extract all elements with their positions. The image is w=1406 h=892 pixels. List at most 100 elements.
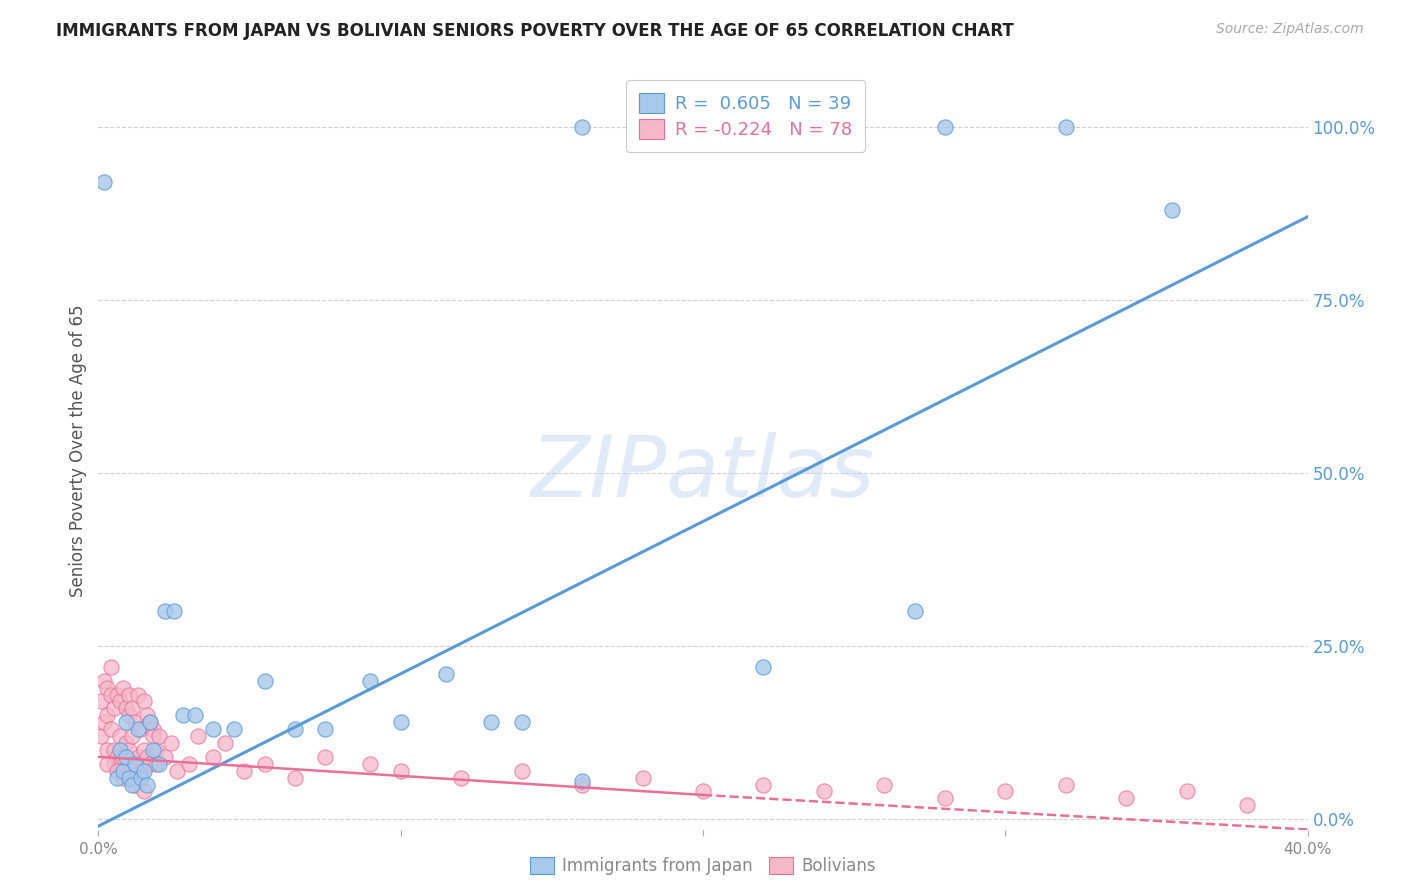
Point (692, 120, 714, 134)
Text: Source: ZipAtlas.com: Source: ZipAtlas.com (1216, 22, 1364, 37)
Point (148, 756, 170, 771)
Point (103, 701, 125, 715)
Point (114, 701, 136, 715)
Point (124, 756, 146, 771)
Point (132, 764, 155, 778)
Point (253, 756, 276, 771)
Legend: R =  0.605   N = 39, R = -0.224   N = 78: R = 0.605 N = 39, R = -0.224 N = 78 (626, 80, 865, 152)
Point (166, 764, 188, 778)
Point (873, 778, 896, 792)
Point (118, 771, 141, 785)
Point (314, 722, 336, 736)
Point (129, 764, 152, 778)
Point (1054, 778, 1077, 792)
Point (139, 715, 162, 730)
Point (114, 736, 136, 750)
Point (1160, 202, 1182, 217)
Point (118, 688, 141, 702)
Point (96, 681, 118, 695)
Point (184, 708, 207, 723)
Point (108, 694, 131, 708)
Point (105, 749, 128, 764)
Point (111, 681, 134, 695)
Point (904, 604, 927, 618)
Point (129, 722, 152, 736)
Y-axis label: Seniors Poverty Over the Age of 65: Seniors Poverty Over the Age of 65 (69, 304, 87, 597)
Point (571, 120, 593, 134)
Point (114, 749, 136, 764)
Point (163, 604, 186, 618)
Point (132, 743, 155, 757)
Point (202, 722, 225, 736)
Point (127, 688, 149, 702)
Point (90, 694, 112, 708)
Point (481, 715, 503, 730)
Point (127, 722, 149, 736)
Point (96, 743, 118, 757)
Point (232, 764, 254, 778)
Point (172, 708, 194, 723)
Point (139, 756, 162, 771)
Point (994, 784, 1017, 798)
Point (1175, 784, 1198, 798)
Point (118, 743, 141, 757)
Point (934, 791, 956, 805)
Point (360, 756, 382, 771)
Point (284, 722, 307, 736)
Point (105, 764, 128, 778)
Point (145, 756, 167, 771)
Point (153, 604, 176, 618)
Point (145, 743, 167, 757)
Point (108, 729, 131, 743)
Point (103, 756, 125, 771)
Point (1236, 798, 1258, 813)
Point (202, 749, 225, 764)
Point (90, 729, 112, 743)
Legend: Immigrants from Japan, Bolivians: Immigrants from Japan, Bolivians (522, 849, 884, 884)
Point (100, 660, 122, 674)
Point (100, 688, 122, 702)
Point (114, 715, 136, 730)
Point (142, 743, 165, 757)
Point (571, 774, 593, 789)
Point (142, 722, 165, 736)
Point (284, 771, 307, 785)
Point (510, 715, 533, 730)
Point (179, 756, 201, 771)
Point (108, 756, 131, 771)
Point (132, 694, 155, 708)
Point (752, 660, 775, 674)
Point (139, 715, 162, 730)
Point (135, 708, 157, 723)
Point (360, 673, 382, 688)
Point (105, 771, 128, 785)
Point (124, 715, 146, 730)
Point (129, 771, 152, 785)
Point (148, 729, 170, 743)
Point (96, 708, 118, 723)
Point (124, 756, 146, 771)
Point (114, 764, 136, 778)
Point (510, 764, 533, 778)
Point (103, 743, 125, 757)
Point (813, 120, 835, 134)
Point (93, 175, 115, 189)
Point (93, 673, 115, 688)
Point (153, 749, 176, 764)
Point (135, 778, 157, 792)
Point (1054, 120, 1077, 134)
Point (108, 743, 131, 757)
Point (121, 778, 143, 792)
Point (111, 749, 134, 764)
Point (121, 729, 143, 743)
Point (118, 708, 141, 723)
Point (224, 722, 246, 736)
Point (934, 120, 956, 134)
Point (752, 778, 775, 792)
Point (93, 715, 115, 730)
Point (105, 688, 128, 702)
Point (1115, 791, 1137, 805)
Point (118, 771, 141, 785)
Point (214, 736, 236, 750)
Point (121, 701, 143, 715)
